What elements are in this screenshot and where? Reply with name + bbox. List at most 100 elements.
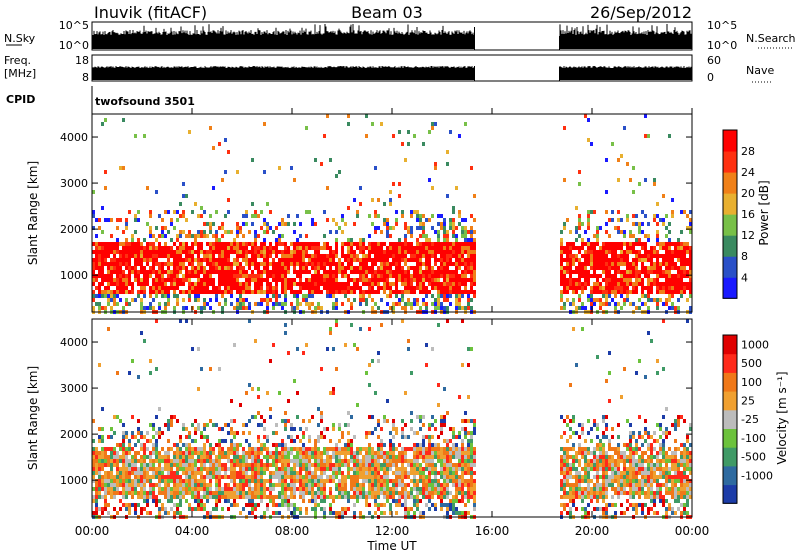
heatmap-cell: [167, 302, 170, 306]
heatmap-cell: [224, 451, 227, 455]
heatmap-cell: [116, 463, 119, 467]
heatmap-cell: [206, 250, 209, 254]
heatmap-cell: [260, 278, 263, 282]
heatmap-cell: [392, 459, 395, 463]
heatmap-cell: [98, 266, 101, 270]
heatmap-cell: [596, 274, 599, 278]
heatmap-cell: [152, 483, 155, 487]
heatmap-cell: [143, 447, 146, 451]
heatmap-cell: [416, 499, 419, 503]
heatmap-cell: [455, 250, 458, 254]
heatmap-cell: [218, 238, 221, 242]
heatmap-cell: [287, 455, 290, 459]
heatmap-cell: [281, 282, 284, 286]
heatmap-cell: [251, 222, 254, 226]
nsky-panel: N.Sky 10^5 10^0 10^5 10^0 N.Search: [4, 19, 796, 52]
heatmap-cell: [410, 242, 413, 246]
heatmap-cell: [212, 222, 215, 226]
heatmap-cell: [167, 487, 170, 491]
heatmap-cell: [161, 471, 164, 475]
heatmap-cell: [605, 286, 608, 290]
heatmap-cell: [464, 258, 467, 262]
heatmap-cell: [407, 471, 410, 475]
heatmap-cell: [422, 286, 425, 290]
heatmap-cell: [284, 262, 287, 266]
heatmap-cell: [137, 290, 140, 294]
heatmap-cell: [626, 242, 629, 246]
heatmap-cell: [680, 286, 683, 290]
heatmap-cell: [413, 431, 416, 435]
heatmap-cell: [239, 479, 242, 483]
heatmap-cell: [254, 278, 257, 282]
heatmap-cell: [293, 278, 296, 282]
heatmap-cell: [152, 447, 155, 451]
heatmap-cell: [431, 483, 434, 487]
heatmap-cell: [446, 487, 449, 491]
heatmap-cell: [566, 250, 569, 254]
heatmap-cell: [188, 278, 191, 282]
heatmap-cell: [662, 222, 665, 226]
heatmap-cell: [257, 302, 260, 306]
heatmap-cell: [146, 479, 149, 483]
heatmap-cell: [404, 507, 407, 511]
heatmap-cell: [653, 262, 656, 266]
heatmap-cell: [110, 459, 113, 463]
heatmap-cell: [308, 491, 311, 495]
heatmap-cell: [134, 262, 137, 266]
heatmap-cell: [611, 246, 614, 250]
heatmap-cell: [347, 290, 350, 294]
heatmap-cell: [233, 250, 236, 254]
heatmap-cell: [422, 511, 425, 515]
heatmap-cell: [95, 218, 98, 222]
heatmap-cell: [599, 298, 602, 302]
heatmap-cell: [149, 302, 152, 306]
heatmap-cell: [329, 290, 332, 294]
heatmap-cell: [383, 262, 386, 266]
heatmap-cell: [689, 226, 692, 230]
heatmap-cell: [302, 463, 305, 467]
heatmap-cell: [449, 475, 452, 479]
heatmap-cell: [254, 254, 257, 258]
heatmap-cell: [674, 250, 677, 254]
heatmap-cell: [194, 431, 197, 435]
heatmap-cell: [122, 278, 125, 282]
heatmap-cell: [122, 483, 125, 487]
heatmap-cell: [212, 250, 215, 254]
heatmap-cell: [224, 298, 227, 302]
heatmap-cell: [647, 222, 650, 226]
heatmap-cell: [104, 491, 107, 495]
heatmap-cell: [422, 250, 425, 254]
heatmap-cell: [179, 262, 182, 266]
heatmap-cell: [371, 479, 374, 483]
heatmap-cell: [647, 290, 650, 294]
heatmap-cell: [677, 254, 680, 258]
heatmap-cell: [668, 230, 671, 234]
heatmap-cell: [332, 286, 335, 290]
heatmap-cell: [575, 254, 578, 258]
heatmap-cell: [344, 507, 347, 511]
heatmap-cell: [425, 467, 428, 471]
heatmap-cell: [452, 495, 455, 499]
heatmap-cell: [458, 282, 461, 286]
heatmap-cell: [380, 246, 383, 250]
heatmap-cell: [302, 495, 305, 499]
heatmap-cell: [377, 306, 380, 310]
heatmap-cell: [407, 302, 410, 306]
heatmap-cell: [455, 447, 458, 451]
heatmap-cell: [146, 511, 149, 515]
heatmap-cell: [107, 455, 110, 459]
heatmap-cell: [197, 286, 200, 290]
heatmap-cell: [290, 166, 293, 170]
heatmap-cell: [455, 507, 458, 511]
colorbar-frame: [722, 129, 738, 299]
heatmap-cell: [464, 431, 467, 435]
heatmap-cell: [212, 459, 215, 463]
heatmap-cell: [224, 423, 227, 427]
heatmap-cell: [212, 495, 215, 499]
heatmap-cell: [410, 306, 413, 310]
heatmap-cell: [404, 391, 407, 395]
heatmap-cell: [674, 254, 677, 258]
heatmap-cell: [434, 471, 437, 475]
heatmap-cell: [419, 463, 422, 467]
heatmap-cell: [104, 290, 107, 294]
